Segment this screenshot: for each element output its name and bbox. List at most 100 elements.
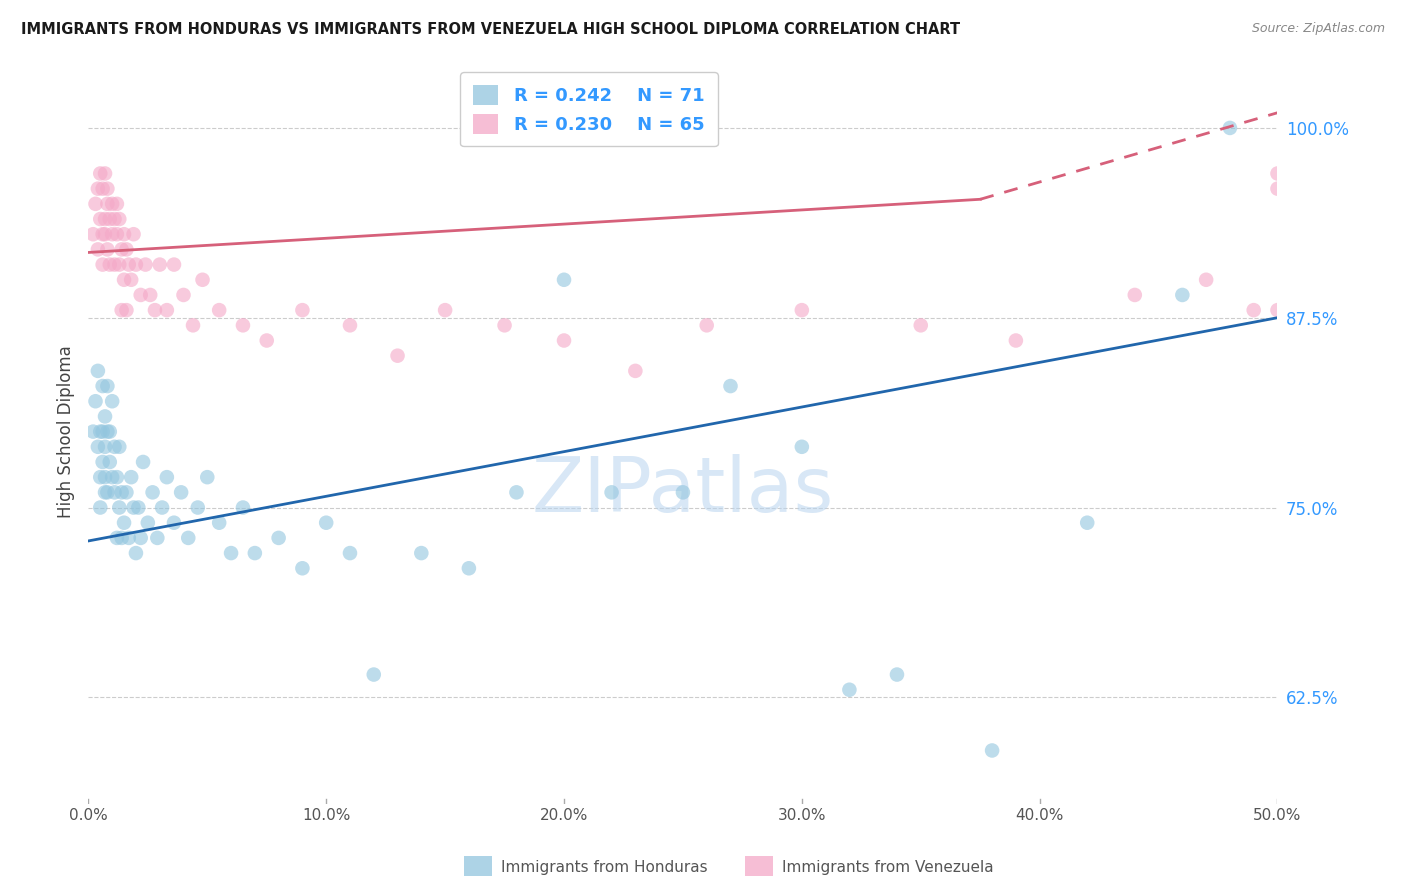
Point [94, 166, 117, 180]
Point [112, 227, 135, 242]
Point [553, 273, 575, 287]
Point [790, 440, 813, 454]
Point [127, 500, 149, 515]
Point [142, 485, 165, 500]
Point [191, 273, 214, 287]
Point [108, 212, 131, 227]
Point [98, 258, 121, 272]
Point [291, 561, 314, 575]
Point [494, 318, 516, 333]
Point [91, 182, 114, 196]
Point [208, 303, 231, 318]
Point [156, 303, 179, 318]
Point [87, 243, 110, 257]
Point [108, 258, 131, 272]
Point [1267, 303, 1289, 318]
Point [89, 212, 111, 227]
Point [339, 546, 361, 560]
Point [187, 500, 209, 515]
Point [115, 303, 138, 318]
Point [981, 743, 1004, 757]
Point [120, 273, 142, 287]
Point [91, 379, 114, 393]
Point [195, 470, 218, 484]
Point [96, 485, 118, 500]
Point [910, 318, 932, 333]
Point [163, 258, 186, 272]
Point [120, 470, 142, 484]
Point [101, 197, 124, 211]
Point [96, 182, 118, 196]
Point [553, 334, 575, 348]
Point [84, 197, 107, 211]
Point [1076, 516, 1098, 530]
Point [696, 318, 718, 333]
Point [103, 258, 125, 272]
Text: ZIPatlas: ZIPatlas [531, 454, 834, 528]
Point [91, 455, 114, 469]
Point [177, 531, 200, 545]
Point [112, 273, 135, 287]
Point [146, 531, 169, 545]
Point [291, 303, 314, 318]
Y-axis label: High School Diploma: High School Diploma [58, 345, 75, 518]
Point [163, 516, 186, 530]
Point [129, 531, 152, 545]
Point [115, 485, 138, 500]
Point [98, 455, 121, 469]
Point [139, 288, 162, 302]
Point [1005, 334, 1028, 348]
Text: IMMIGRANTS FROM HONDURAS VS IMMIGRANTS FROM VENEZUELA HIGH SCHOOL DIPLOMA CORREL: IMMIGRANTS FROM HONDURAS VS IMMIGRANTS F… [21, 22, 960, 37]
Point [134, 258, 156, 272]
Point [1267, 182, 1289, 196]
Point [363, 667, 385, 681]
Point [94, 440, 117, 454]
Point [91, 227, 114, 242]
Point [111, 485, 134, 500]
Point [105, 470, 128, 484]
Point [149, 258, 172, 272]
Point [122, 500, 145, 515]
Point [105, 197, 128, 211]
Point [98, 212, 121, 227]
Point [89, 470, 111, 484]
Point [108, 500, 131, 515]
Point [98, 425, 121, 439]
Point [1243, 303, 1265, 318]
Point [112, 516, 135, 530]
Text: Immigrants from Venezuela: Immigrants from Venezuela [782, 860, 994, 874]
Point [87, 364, 110, 378]
Point [105, 531, 128, 545]
Point [96, 425, 118, 439]
Point [150, 500, 173, 515]
Point [96, 197, 118, 211]
Point [129, 288, 152, 302]
Point [411, 546, 433, 560]
Point [87, 440, 110, 454]
Point [94, 409, 117, 424]
Point [108, 440, 131, 454]
Point [82, 425, 104, 439]
Point [89, 166, 111, 180]
Point [118, 531, 141, 545]
Text: Immigrants from Honduras: Immigrants from Honduras [501, 860, 707, 874]
Point [315, 516, 337, 530]
Point [87, 182, 110, 196]
Point [136, 516, 159, 530]
Point [672, 485, 695, 500]
Point [105, 227, 128, 242]
Point [89, 425, 111, 439]
Point [1267, 166, 1289, 180]
Point [1123, 288, 1146, 302]
Point [170, 485, 193, 500]
Point [111, 531, 134, 545]
Text: Source: ZipAtlas.com: Source: ZipAtlas.com [1251, 22, 1385, 36]
Point [243, 546, 266, 560]
Point [103, 212, 125, 227]
Point [132, 455, 155, 469]
Point [94, 485, 117, 500]
Point [790, 303, 813, 318]
Point [89, 500, 111, 515]
Point [125, 258, 148, 272]
Point [505, 485, 527, 500]
